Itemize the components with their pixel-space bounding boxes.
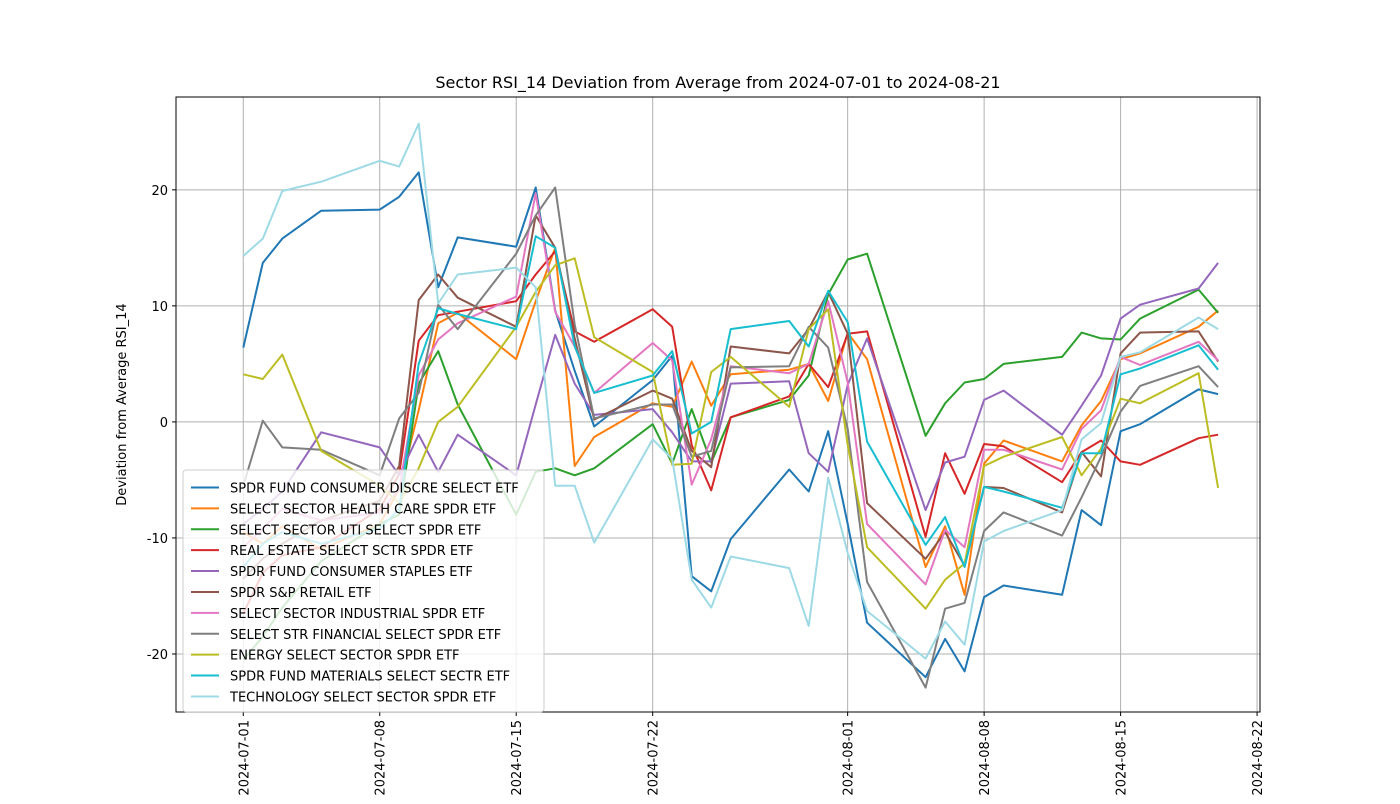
x-tick-label: 2024-07-01 <box>237 720 252 796</box>
legend-box <box>182 469 545 713</box>
axes: -20 -10 0 10 20 2024-07-01 2024-07-08 2024-07-1… <box>147 184 1266 796</box>
series-line <box>242 252 1219 661</box>
legend-label: SELECT STR FINANCIAL SELECT SPDR ETF <box>230 628 501 643</box>
y-tick-label: 20 <box>151 184 168 199</box>
legend-label: SPDR FUND CONSUMER DISCRE SELECT ETF <box>230 481 519 496</box>
series-line <box>242 250 1219 614</box>
series-line <box>242 246 1219 596</box>
series-line <box>242 262 1219 525</box>
x-tick-label: 2024-08-01 <box>842 720 857 796</box>
series-line <box>242 186 1219 689</box>
series-line <box>242 122 1219 660</box>
series-lines <box>242 122 1220 689</box>
x-tick-label: 2024-08-08 <box>978 720 993 796</box>
x-tick-label: 2024-07-08 <box>374 720 389 796</box>
chart-title: Sector RSI_14 Deviation from Average fro… <box>435 73 1000 93</box>
legend-label: SPDR FUND MATERIALS SELECT SECTR ETF <box>230 670 510 685</box>
y-axis-label: Deviation from Average RSI_14 <box>115 303 130 505</box>
legend: SPDR FUND CONSUMER DISCRE SELECT ETF SELE… <box>182 469 545 713</box>
y-tick-label: -20 <box>147 648 168 663</box>
legend-label: SELECT SECTOR INDUSTRIAL SPDR ETF <box>230 607 485 622</box>
x-tick-label: 2024-07-22 <box>647 720 662 796</box>
y-tick-label: -10 <box>147 532 168 547</box>
legend-label: SPDR S&P RETAIL ETF <box>230 586 372 601</box>
legend-label: REAL ESTATE SELECT SCTR SPDR ETF <box>230 544 474 559</box>
legend-label: ENERGY SELECT SECTOR SPDR ETF <box>230 649 460 664</box>
x-tick-label: 2024-08-22 <box>1251 720 1266 796</box>
x-tick-label: 2024-08-15 <box>1115 720 1130 796</box>
plot-frame <box>175 96 1261 713</box>
legend-label: SELECT SECTOR HEALTH CARE SPDR ETF <box>230 502 496 517</box>
legend-label: SPDR FUND CONSUMER STAPLES ETF <box>230 565 473 580</box>
y-tick-label: 0 <box>160 416 168 431</box>
y-tick-label: 10 <box>151 300 168 315</box>
legend-label: TECHNOLOGY SELECT SECTOR SPDR ETF <box>229 690 496 705</box>
legend-label: SELECT SECTOR UTI SELECT SPDR ETF <box>230 523 481 538</box>
x-tick-label: 2024-07-15 <box>510 720 525 796</box>
series-line <box>242 171 1219 679</box>
